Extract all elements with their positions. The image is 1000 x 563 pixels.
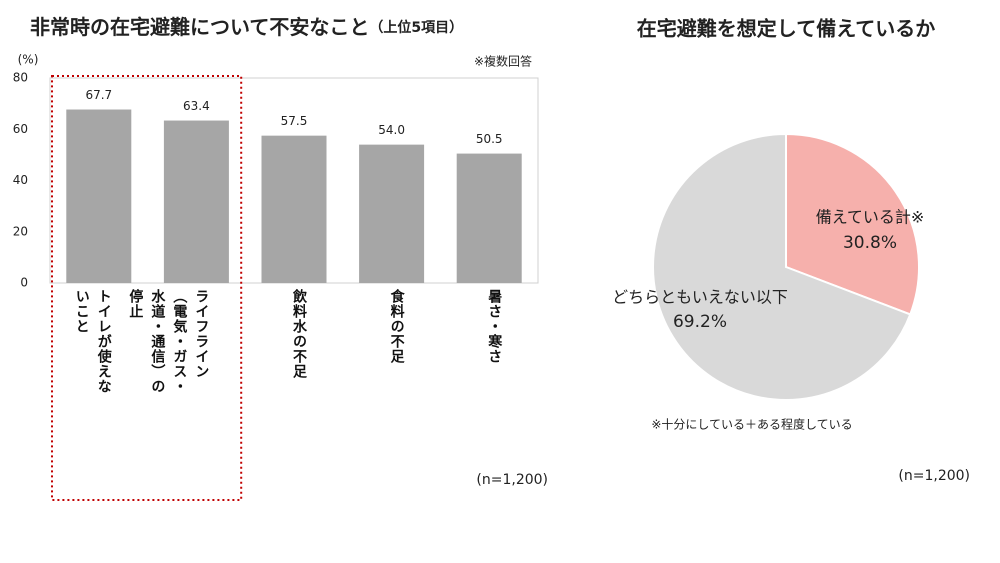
slice-value-label: 69.2%	[673, 312, 727, 332]
y-tick-label: 80	[13, 71, 28, 85]
note: ※十分にしている＋ある程度している	[651, 417, 852, 432]
bar	[359, 144, 425, 283]
y-tick-label: 0	[20, 276, 28, 290]
y-tick-label: 40	[13, 173, 28, 187]
x-tick-label: 食料の不足	[388, 289, 405, 364]
note: ※複数回答	[474, 54, 532, 69]
x-tick-label: 飲料水の不足	[291, 289, 307, 379]
slice-value-label: 30.8%	[843, 233, 897, 253]
sample-size: (n=1,200)	[476, 472, 548, 488]
chart-title: 非常時の在宅避難について不安なこと	[30, 15, 369, 39]
slice-label: どちらともいえない以下	[612, 288, 788, 307]
y-axis-label: (%)	[18, 53, 39, 67]
data-label: 67.7	[85, 88, 112, 102]
chart-title-group: 非常時の在宅避難について不安なこと（上位5項目）	[30, 15, 463, 39]
chart-title: 在宅避難を想定して備えているか	[637, 17, 935, 41]
data-label: 63.4	[183, 99, 210, 113]
data-label: 50.5	[476, 132, 503, 146]
y-tick-label: 60	[13, 122, 28, 136]
bar	[66, 109, 132, 283]
x-tick-label: ライフライン（電気・ガス・水道・通信）の停止	[127, 289, 210, 394]
data-label: 54.0	[378, 123, 405, 137]
chart-subtitle: （上位5項目）	[369, 19, 463, 36]
y-tick-label: 20	[13, 224, 28, 238]
bar	[456, 153, 522, 283]
slice-label: 備えている計※	[816, 208, 925, 227]
highlight-box	[51, 75, 243, 501]
pie-slice	[785, 132, 920, 316]
x-tick-label: 暑さ・寒さ	[486, 289, 503, 364]
pie-slice	[652, 132, 912, 401]
bar	[261, 135, 327, 283]
bar	[163, 120, 229, 283]
data-label: 57.5	[281, 114, 308, 128]
x-tick-label: トイレが使えないこと	[73, 289, 112, 394]
sample-size: (n=1,200)	[898, 468, 970, 484]
